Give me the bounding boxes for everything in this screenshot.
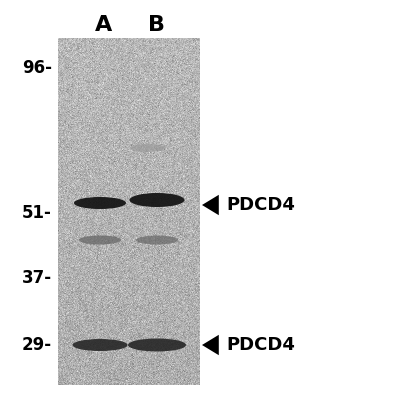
Text: A: A	[95, 15, 113, 35]
Text: 51-: 51-	[22, 204, 52, 222]
Text: 96-: 96-	[22, 59, 52, 77]
Text: PDCD4: PDCD4	[226, 196, 295, 214]
Ellipse shape	[74, 197, 126, 209]
Ellipse shape	[79, 236, 121, 244]
Text: PDCD4: PDCD4	[226, 336, 295, 354]
Ellipse shape	[130, 144, 166, 152]
Ellipse shape	[136, 236, 178, 244]
Ellipse shape	[73, 339, 128, 351]
Text: 37-: 37-	[22, 269, 52, 287]
Ellipse shape	[130, 193, 184, 207]
Ellipse shape	[128, 338, 186, 352]
Text: B: B	[148, 15, 166, 35]
Polygon shape	[202, 195, 219, 215]
Bar	[58, 38, 200, 385]
Polygon shape	[202, 335, 219, 355]
Text: 29-: 29-	[22, 336, 52, 354]
